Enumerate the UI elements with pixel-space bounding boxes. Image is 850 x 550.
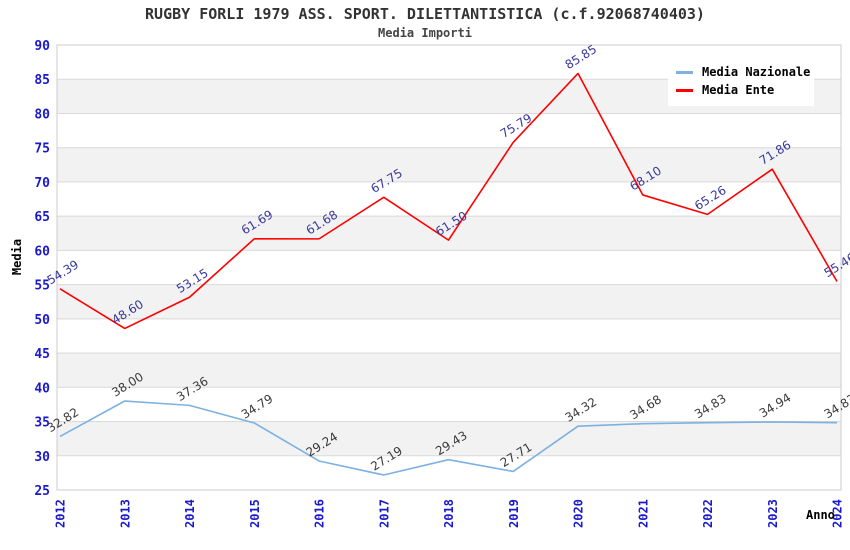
y-tick-label: 90 [34, 39, 50, 54]
plot-band [57, 455, 841, 490]
plot-band [57, 353, 841, 388]
y-tick-label: 65 [34, 210, 50, 225]
y-tick-label: 55 [34, 279, 50, 294]
series-line-media-ente [59, 72, 838, 330]
series-line-media-nazionale [59, 400, 838, 476]
x-tick-label: 2015 [248, 499, 262, 528]
plot-band [57, 284, 841, 319]
legend-line-swatch-nazionale [676, 70, 693, 74]
x-tick-label: 2013 [118, 499, 132, 528]
x-tick-label: 2019 [507, 499, 521, 528]
plot-band [57, 318, 841, 354]
legend: Media Nazionale Media Ente [668, 56, 814, 106]
x-tick-label: 2012 [54, 499, 68, 528]
y-axis-title: Media [10, 238, 24, 276]
y-tick-label: 30 [34, 450, 50, 465]
plot-band [57, 421, 841, 456]
plot-band [57, 147, 841, 182]
y-tick-label: 80 [34, 107, 50, 122]
plot-band [57, 387, 841, 422]
legend-item-media-ente: Media Ente [676, 82, 808, 98]
x-tick-label: 2022 [701, 499, 715, 528]
legend-label-ente: Media Ente [702, 83, 775, 97]
y-tick-label: 75 [34, 142, 50, 157]
plot-band [57, 216, 841, 251]
x-tick-label: 2016 [313, 499, 327, 528]
chart-subtitle: Media Importi [378, 26, 472, 40]
y-tick-label: 70 [34, 176, 50, 191]
y-tick-label: 25 [34, 484, 50, 499]
x-tick-label: 2017 [377, 499, 391, 528]
y-tick-label: 60 [34, 244, 50, 259]
plot-band [57, 181, 841, 217]
legend-item-media-nazionale: Media Nazionale [676, 64, 811, 80]
x-tick-label: 2024 [831, 499, 845, 528]
x-axis-title: Anno [806, 508, 835, 522]
y-tick-label: 35 [34, 416, 50, 431]
x-tick-label: 2018 [442, 499, 456, 528]
x-tick-label: 2021 [636, 499, 650, 528]
plot-band [57, 250, 841, 285]
y-tick-label: 50 [34, 313, 50, 328]
plot-border [56, 44, 842, 491]
legend-label-nazionale: Media Nazionale [702, 65, 811, 79]
y-tick-label: 85 [34, 73, 50, 88]
x-tick-label: 2023 [766, 499, 780, 528]
y-tick-label: 40 [34, 381, 50, 396]
y-tick-label: 45 [34, 347, 50, 362]
plot-band [57, 113, 841, 148]
x-tick-label: 2014 [183, 499, 197, 528]
chart-title: RUGBY FORLI 1979 ASS. SPORT. DILETTANTIS… [145, 5, 705, 23]
legend-line-swatch-ente [676, 88, 693, 92]
x-tick-label: 2020 [572, 499, 586, 528]
